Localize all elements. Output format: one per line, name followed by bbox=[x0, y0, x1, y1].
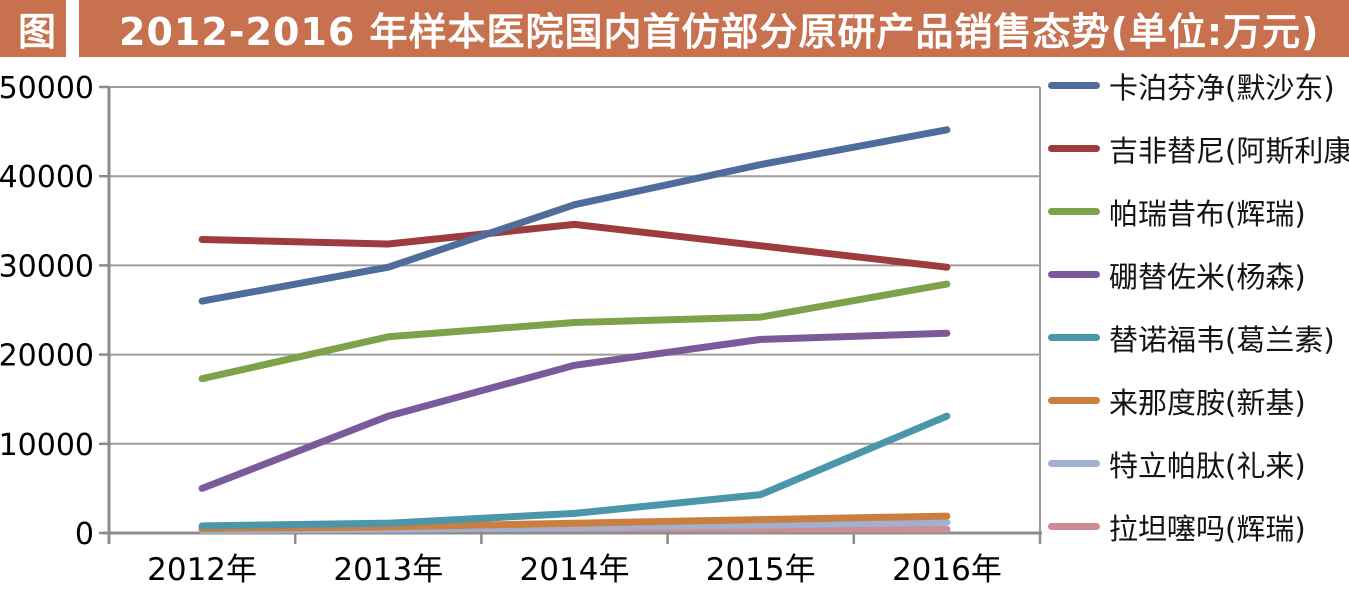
series-line-1 bbox=[198, 220, 951, 271]
y-tick-label: 50000 bbox=[0, 71, 94, 106]
legend: 卡泊芬净(默沙东) 吉非替尼(阿斯利康) 帕瑞昔布(辉瑞) 硼替佐米(杨森) 替… bbox=[1048, 54, 1349, 558]
legend-label: 特立帕肽(礼来) bbox=[1109, 448, 1306, 483]
legend-item: 卡泊芬净(默沙东) bbox=[1048, 54, 1348, 117]
x-tick-label: 2015年 bbox=[706, 552, 816, 588]
y-tick-label: 40000 bbox=[0, 160, 94, 195]
title-bar: 图 2012-2016 年样本医院国内首仿部分原研产品销售态势(单位:万元) bbox=[0, 0, 1349, 57]
y-tick-label: 30000 bbox=[0, 249, 94, 284]
x-tick-label: 2014年 bbox=[520, 552, 630, 588]
legend-line-swatch bbox=[1048, 271, 1100, 278]
x-tick-label: 2016年 bbox=[892, 552, 1002, 588]
legend-line-swatch bbox=[1048, 523, 1100, 530]
x-tick-label: 2013年 bbox=[333, 552, 443, 588]
legend-label: 来那度胺(新基) bbox=[1109, 385, 1306, 420]
legend-item: 来那度胺(新基) bbox=[1048, 369, 1348, 432]
legend-line-swatch bbox=[1048, 145, 1100, 152]
title-separator bbox=[66, 0, 79, 57]
legend-label: 吉非替尼(阿斯利康) bbox=[1109, 133, 1349, 168]
legend-line-swatch bbox=[1048, 334, 1100, 341]
legend-line-swatch bbox=[1048, 82, 1100, 89]
y-tick-label: 10000 bbox=[0, 428, 94, 463]
chart-title: 2012-2016 年样本医院国内首仿部分原研产品销售态势(单位:万元) bbox=[119, 10, 1320, 54]
legend-line-swatch bbox=[1048, 397, 1100, 404]
legend-label: 硼替佐米(杨森) bbox=[1109, 259, 1306, 294]
legend-item: 硼替佐米(杨森) bbox=[1048, 243, 1348, 306]
legend-line-swatch bbox=[1048, 460, 1100, 467]
legend-item: 吉非替尼(阿斯利康) bbox=[1048, 117, 1349, 180]
series-line-0 bbox=[198, 126, 951, 305]
legend-label: 帕瑞昔布(辉瑞) bbox=[1109, 196, 1306, 231]
legend-item: 拉坦噻吗(辉瑞) bbox=[1048, 495, 1348, 558]
legend-label: 拉坦噻吗(辉瑞) bbox=[1109, 511, 1306, 546]
legend-line-swatch bbox=[1048, 208, 1100, 215]
series-line-3 bbox=[198, 329, 951, 492]
legend-label: 卡泊芬净(默沙东) bbox=[1109, 70, 1335, 105]
series-line-2 bbox=[198, 280, 951, 383]
y-tick-label: 20000 bbox=[0, 339, 94, 374]
legend-item: 帕瑞昔布(辉瑞) bbox=[1048, 180, 1348, 243]
x-tick-label: 2012年 bbox=[147, 552, 257, 588]
legend-item: 特立帕肽(礼来) bbox=[1048, 432, 1348, 495]
y-tick-label: 0 bbox=[75, 517, 94, 552]
figure-label: 图 bbox=[18, 10, 57, 54]
legend-label: 替诺福韦(葛兰素) bbox=[1109, 322, 1335, 357]
legend-item: 替诺福韦(葛兰素) bbox=[1048, 306, 1348, 369]
series-line-4 bbox=[198, 412, 951, 530]
